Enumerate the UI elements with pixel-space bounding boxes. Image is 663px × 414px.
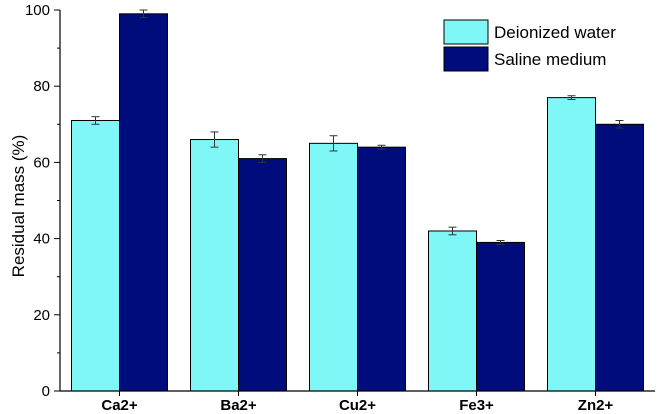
error-bar-cu2-deionized-water (329, 135, 338, 152)
bar-cu2-deionized-water (309, 142, 358, 392)
bars-layer (71, 13, 644, 392)
legend: Deionized water Saline medium (443, 19, 616, 72)
legend-swatch-saline-medium (443, 46, 489, 72)
legend-swatch-deionized-water (443, 19, 489, 45)
y-tick-label-40: 40 (33, 231, 50, 248)
bar-cu2-saline-medium (357, 146, 406, 392)
bar-ca2-deionized-water (71, 119, 120, 392)
bar-ba2-saline-medium (238, 158, 287, 392)
x-tick-label-ca2: Ca2+ (101, 397, 138, 414)
x-tick-label-zn2: Zn2+ (578, 397, 614, 414)
error-bars-layer (91, 9, 624, 245)
bar-fe3-saline-medium (476, 241, 525, 392)
bar-zn2-saline-medium (595, 123, 644, 392)
bar-zn2-deionized-water (547, 97, 596, 392)
y-tick-label-60: 60 (33, 154, 50, 171)
bar-ca2-saline-medium (119, 13, 168, 392)
error-bar-ba2-deionized-water (210, 131, 219, 148)
legend-label-deionized-water: Deionized water (494, 23, 616, 42)
axes: Ca2+ Ba2+ Cu2+ Fe3+ Zn2+ 0 20 40 60 80 100 (25, 2, 655, 414)
error-bar-zn2-saline-medium (615, 119, 624, 129)
y-tick-label-20: 20 (33, 307, 50, 324)
error-bar-ca2-deionized-water (91, 116, 100, 125)
x-tick-label-cu2: Cu2+ (339, 397, 376, 414)
error-bar-fe3-deionized-water (448, 226, 457, 236)
error-bar-ca2-saline-medium (139, 9, 148, 19)
error-bar-ba2-saline-medium (258, 154, 267, 163)
error-bar-fe3-saline-medium (496, 240, 505, 245)
error-bar-cu2-saline-medium (377, 144, 386, 150)
x-tick-label-ba2: Ba2+ (220, 397, 257, 414)
bar-ba2-deionized-water (190, 139, 239, 392)
x-tick-label-fe3: Fe3+ (459, 397, 494, 414)
legend-label-saline-medium: Saline medium (494, 50, 606, 69)
y-tick-label-80: 80 (33, 78, 50, 95)
bar-fe3-deionized-water (428, 230, 477, 392)
y-tick-label-100: 100 (25, 2, 50, 19)
y-axis-title: Residual mass (%) (9, 135, 28, 278)
error-bar-zn2-deionized-water (567, 95, 576, 101)
y-tick-label-0: 0 (42, 383, 50, 400)
